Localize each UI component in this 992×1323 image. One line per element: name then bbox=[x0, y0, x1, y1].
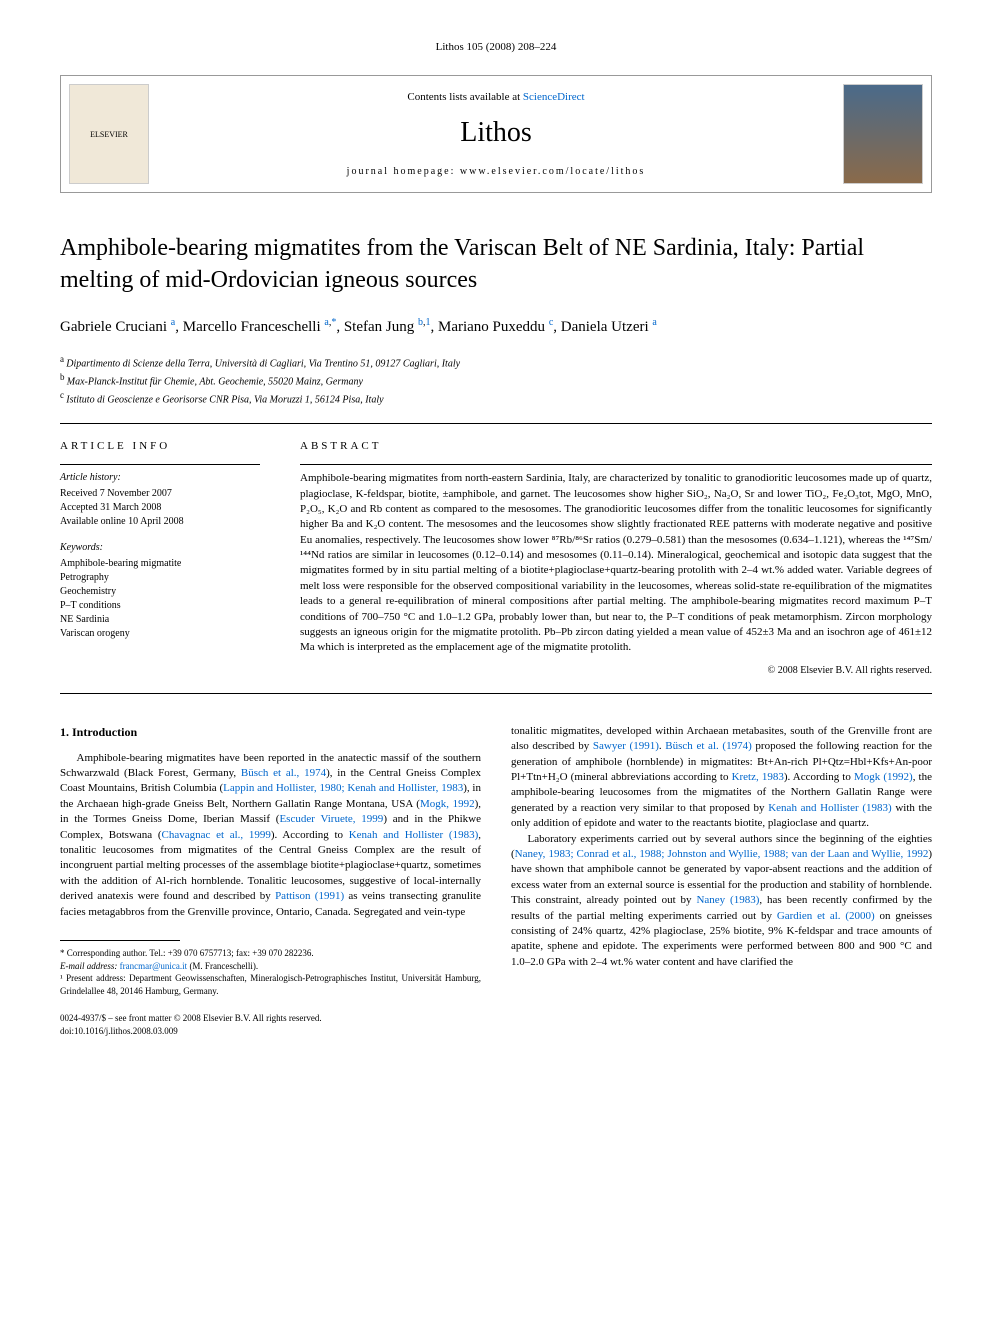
author: Gabriele Cruciani a bbox=[60, 319, 175, 335]
affiliation-superscript: a bbox=[60, 354, 66, 364]
affiliation-item: c Istituto di Geoscienze e Georisorse CN… bbox=[60, 389, 932, 407]
journal-header-box: ELSEVIER Contents lists available at Sci… bbox=[60, 75, 932, 193]
affiliation-link[interactable]: a bbox=[652, 317, 656, 328]
abstract-column: ABSTRACT Amphibole-bearing migmatites fr… bbox=[300, 439, 932, 678]
affiliation-link[interactable]: b bbox=[418, 317, 423, 328]
affiliation-item: b Max-Planck-Institut für Chemie, Abt. G… bbox=[60, 371, 932, 389]
online-date: Available online 10 April 2008 bbox=[60, 515, 260, 529]
homepage-line: journal homepage: www.elsevier.com/locat… bbox=[149, 165, 843, 179]
abstract-text: Amphibole-bearing migmatites from north-… bbox=[300, 471, 932, 656]
keyword-item: Variscan orogeny bbox=[60, 627, 260, 641]
contents-line: Contents lists available at ScienceDirec… bbox=[149, 90, 843, 105]
footnote-separator bbox=[60, 940, 180, 941]
citation-link[interactable]: Naney (1983) bbox=[696, 894, 759, 906]
body-column-left: 1. Introduction Amphibole-bearing migmat… bbox=[60, 724, 481, 1038]
corresponding-author-note: * Corresponding author. Tel.: +39 070 67… bbox=[60, 947, 481, 960]
doi-line: doi:10.1016/j.lithos.2008.03.009 bbox=[60, 1025, 481, 1038]
keyword-item: Petrography bbox=[60, 571, 260, 585]
history-label: Article history: bbox=[60, 471, 260, 485]
affiliation-link[interactable]: a bbox=[324, 317, 328, 328]
bottom-copyright-block: 0024-4937/$ – see front matter © 2008 El… bbox=[60, 1012, 481, 1037]
affiliation-link[interactable]: c bbox=[549, 317, 553, 328]
citation-link[interactable]: Chavagnac et al., 1999 bbox=[162, 829, 271, 841]
contents-prefix: Contents lists available at bbox=[407, 91, 522, 103]
accepted-date: Accepted 31 March 2008 bbox=[60, 501, 260, 515]
sciencedirect-link[interactable]: ScienceDirect bbox=[523, 91, 585, 103]
affiliation-link[interactable]: 1 bbox=[425, 317, 430, 328]
citation-link[interactable]: Kenah and Hollister (1983) bbox=[768, 802, 891, 814]
author-superscript: c bbox=[549, 317, 553, 328]
journal-cover-thumbnail bbox=[843, 84, 923, 184]
article-info-column: ARTICLE INFO Article history: Received 7… bbox=[60, 439, 260, 678]
keywords-block: Keywords: Amphibole-bearing migmatitePet… bbox=[60, 541, 260, 641]
keyword-item: NE Sardinia bbox=[60, 613, 260, 627]
divider bbox=[60, 693, 932, 694]
body-column-right: tonalitic migmatites, developed within A… bbox=[511, 724, 932, 1038]
affiliation-link[interactable]: a bbox=[171, 317, 175, 328]
author-superscript: a bbox=[171, 317, 175, 328]
authors-list: Gabriele Cruciani a, Marcello Francesche… bbox=[60, 316, 932, 338]
received-date: Received 7 November 2007 bbox=[60, 487, 260, 501]
divider bbox=[60, 423, 932, 424]
email-link[interactable]: francmar@unica.it bbox=[120, 961, 188, 971]
author: Daniela Utzeri a bbox=[561, 319, 657, 335]
abstract-heading: ABSTRACT bbox=[300, 439, 932, 454]
email-suffix: (M. Franceschelli). bbox=[187, 961, 258, 971]
affiliation-item: a Dipartimento di Scienze della Terra, U… bbox=[60, 353, 932, 371]
affiliation-superscript: c bbox=[60, 390, 66, 400]
citation-link[interactable]: Büsch et al. (1974) bbox=[665, 740, 751, 752]
abstract-copyright: © 2008 Elsevier B.V. All rights reserved… bbox=[300, 664, 932, 678]
keywords-list: Amphibole-bearing migmatitePetrographyGe… bbox=[60, 557, 260, 641]
homepage-prefix: journal homepage: bbox=[347, 166, 460, 177]
homepage-url: www.elsevier.com/locate/lithos bbox=[460, 166, 645, 177]
body-paragraph: Laboratory experiments carried out by se… bbox=[511, 832, 932, 971]
author-superscript: a,* bbox=[324, 317, 336, 328]
keywords-label: Keywords: bbox=[60, 541, 260, 555]
affiliations-list: a Dipartimento di Scienze della Terra, U… bbox=[60, 353, 932, 408]
keyword-item: Amphibole-bearing migmatite bbox=[60, 557, 260, 571]
citation-link[interactable]: Sawyer (1991) bbox=[593, 740, 659, 752]
body-paragraph: Amphibole-bearing migmatites have been r… bbox=[60, 751, 481, 920]
body-columns: 1. Introduction Amphibole-bearing migmat… bbox=[60, 724, 932, 1038]
citation-link[interactable]: Büsch et al., 1974 bbox=[241, 767, 326, 779]
author-superscript: b,1 bbox=[418, 317, 431, 328]
present-address-note: ¹ Present address: Department Geowissens… bbox=[60, 972, 481, 997]
author: Mariano Puxeddu c bbox=[438, 319, 553, 335]
divider bbox=[300, 464, 932, 465]
keyword-item: P–T conditions bbox=[60, 599, 260, 613]
author: Marcello Franceschelli a,* bbox=[183, 319, 337, 335]
author: Stefan Jung b,1 bbox=[344, 319, 431, 335]
article-title: Amphibole-bearing migmatites from the Va… bbox=[60, 233, 932, 295]
citation-link[interactable]: Pattison (1991) bbox=[275, 890, 344, 902]
front-matter-line: 0024-4937/$ – see front matter © 2008 El… bbox=[60, 1012, 481, 1025]
header-center: Contents lists available at ScienceDirec… bbox=[149, 90, 843, 179]
citation-link[interactable]: Mogk (1992) bbox=[854, 771, 913, 783]
journal-reference: Lithos 105 (2008) 208–224 bbox=[60, 40, 932, 55]
citation-link[interactable]: Naney, 1983; Conrad et al., 1988; Johnst… bbox=[515, 848, 929, 860]
body-paragraph: tonalitic migmatites, developed within A… bbox=[511, 724, 932, 832]
footnotes-block: * Corresponding author. Tel.: +39 070 67… bbox=[60, 947, 481, 997]
article-info-heading: ARTICLE INFO bbox=[60, 439, 260, 454]
keyword-item: Geochemistry bbox=[60, 585, 260, 599]
citation-link[interactable]: Escuder Viruete, 1999 bbox=[279, 813, 383, 825]
citation-link[interactable]: Mogk, 1992 bbox=[420, 798, 475, 810]
journal-title: Lithos bbox=[149, 113, 843, 152]
affiliation-link[interactable]: * bbox=[331, 317, 336, 328]
author-superscript: a bbox=[652, 317, 656, 328]
info-abstract-row: ARTICLE INFO Article history: Received 7… bbox=[60, 439, 932, 678]
citation-link[interactable]: Kretz, 1983 bbox=[732, 771, 784, 783]
email-label: E-mail address: bbox=[60, 961, 120, 971]
article-history-block: Article history: Received 7 November 200… bbox=[60, 471, 260, 529]
elsevier-logo: ELSEVIER bbox=[69, 84, 149, 184]
citation-link[interactable]: Kenah and Hollister (1983) bbox=[349, 829, 479, 841]
citation-link[interactable]: Gardien et al. (2000) bbox=[777, 910, 875, 922]
email-line: E-mail address: francmar@unica.it (M. Fr… bbox=[60, 960, 481, 973]
citation-link[interactable]: Lappin and Hollister, 1980; Kenah and Ho… bbox=[223, 782, 463, 794]
affiliation-superscript: b bbox=[60, 372, 67, 382]
divider bbox=[60, 464, 260, 465]
section-heading-intro: 1. Introduction bbox=[60, 724, 481, 741]
